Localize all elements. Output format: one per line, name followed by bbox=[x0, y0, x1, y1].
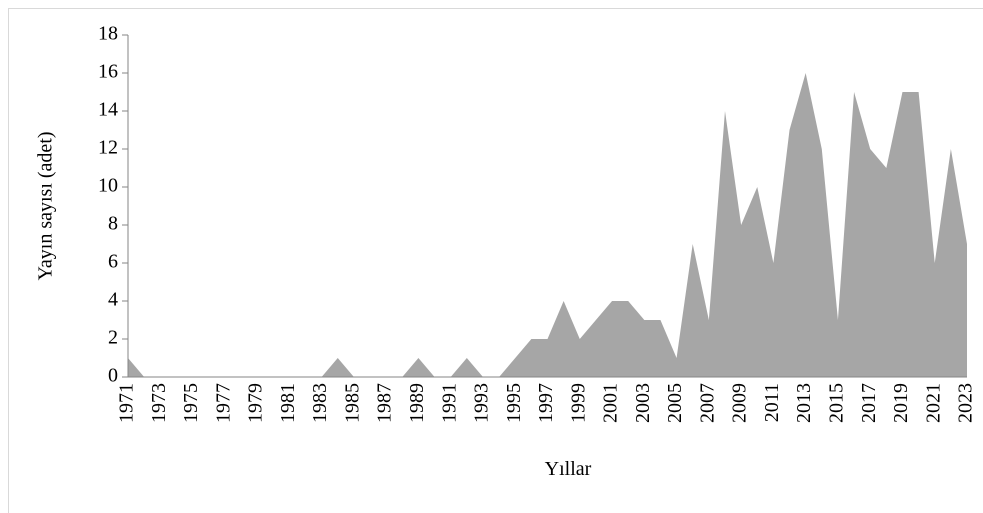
x-tick-label: 1983 bbox=[309, 383, 331, 423]
x-tick-label: 2011 bbox=[761, 383, 783, 422]
y-tick-label: 6 bbox=[108, 251, 118, 273]
x-tick-label: 1977 bbox=[212, 383, 234, 423]
x-tick-label: 2013 bbox=[793, 383, 815, 423]
x-tick-label: 2019 bbox=[890, 383, 912, 423]
y-tick-label: 10 bbox=[98, 175, 118, 197]
x-tick-label: 2015 bbox=[826, 383, 848, 423]
x-tick-label: 1979 bbox=[245, 383, 267, 423]
x-tick-label: 1975 bbox=[180, 383, 202, 423]
y-tick-label: 4 bbox=[108, 289, 118, 311]
x-tick-label: 1995 bbox=[503, 383, 525, 423]
x-tick-label: 2007 bbox=[696, 383, 718, 423]
x-tick-label: 2023 bbox=[955, 383, 977, 423]
x-tick-label: 1987 bbox=[374, 383, 396, 423]
y-tick-label: 2 bbox=[108, 327, 118, 349]
frame bbox=[8, 8, 983, 513]
x-tick-label: 1973 bbox=[148, 383, 170, 423]
y-tick-label: 8 bbox=[108, 213, 118, 235]
y-axis-title: Yayın sayısı (adet) bbox=[35, 131, 57, 280]
x-tick-label: 1981 bbox=[277, 383, 299, 423]
x-tick-label: 1993 bbox=[471, 383, 493, 423]
x-tick-label: 2005 bbox=[664, 383, 686, 423]
x-tick-label: 1989 bbox=[406, 383, 428, 423]
y-tick-label: 0 bbox=[108, 365, 118, 387]
y-tick-label: 18 bbox=[98, 23, 118, 45]
x-tick-label: 2003 bbox=[632, 383, 654, 423]
area bbox=[128, 73, 967, 377]
x-tick-label: 2021 bbox=[922, 383, 944, 423]
x-tick-label: 1971 bbox=[116, 383, 138, 423]
x-tick-label: 1991 bbox=[438, 383, 460, 423]
x-tick-label: 1999 bbox=[567, 383, 589, 423]
x-tick-label: 1997 bbox=[535, 383, 557, 423]
x-tick-label: 1985 bbox=[341, 383, 363, 423]
y-tick-label: 16 bbox=[98, 61, 118, 83]
y-tick-label: 14 bbox=[98, 99, 118, 121]
x-axis-title: Yıllar bbox=[545, 458, 592, 480]
y-tick-label: 12 bbox=[98, 137, 118, 159]
x-tick-label: 2017 bbox=[858, 383, 880, 423]
x-tick-label: 2009 bbox=[729, 383, 751, 423]
x-tick-label: 2001 bbox=[600, 383, 622, 423]
